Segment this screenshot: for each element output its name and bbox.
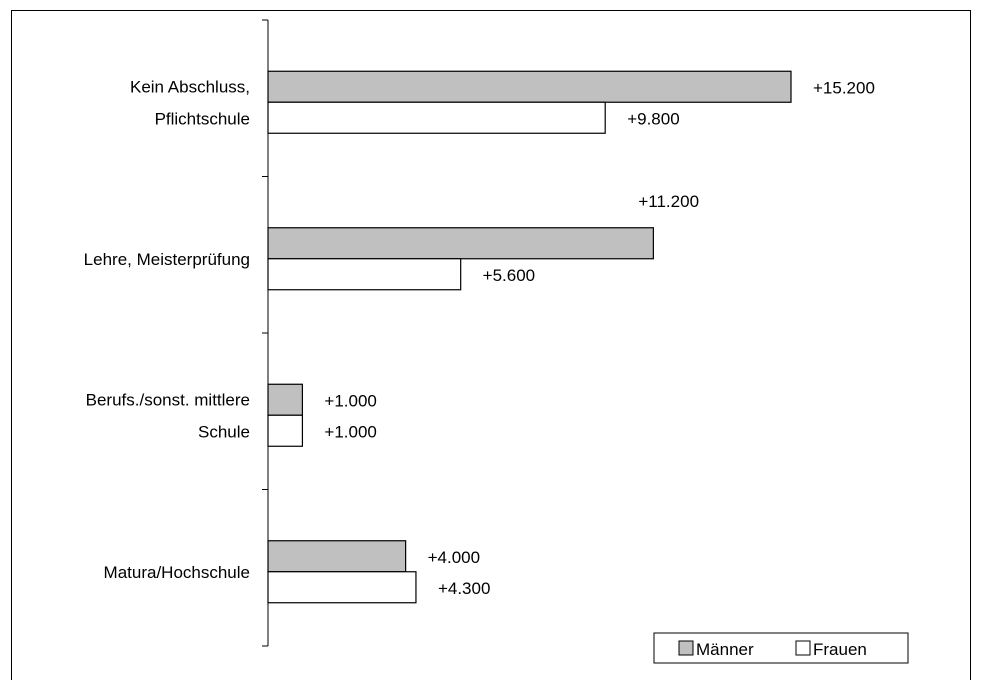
value-label: +11.200	[638, 192, 699, 211]
legend: Männer Frauen	[653, 632, 909, 664]
legend-swatch	[795, 640, 811, 656]
category-labels-group: Kein Abschluss, Pflichtschule Lehre, Meist…	[84, 77, 250, 582]
category-label: Berufs./sonst. mittlere	[86, 390, 250, 409]
legend-swatch	[678, 640, 694, 656]
bar-frauen	[267, 258, 462, 291]
bar-maenner	[267, 383, 304, 416]
legend-label: Frauen	[813, 640, 867, 659]
y-axis-group	[262, 19, 269, 647]
value-label: +9.800	[627, 109, 679, 128]
bar-frauen	[267, 571, 417, 604]
category-label: Kein Abschluss,	[130, 77, 250, 96]
value-label: +1.000	[324, 422, 376, 441]
value-label: +1.000	[324, 391, 376, 410]
value-label: +4.300	[438, 579, 490, 598]
legend-label: Männer	[696, 640, 754, 659]
bar-frauen	[267, 414, 304, 447]
bar-frauen	[267, 101, 606, 134]
category-label: Schule	[198, 422, 250, 441]
bar-maenner	[267, 70, 792, 103]
bars-group	[267, 70, 792, 604]
category-label: Pflichtschule	[155, 109, 250, 128]
value-label: +5.600	[483, 266, 535, 285]
bar-maenner	[267, 227, 654, 260]
bar-maenner	[267, 540, 407, 573]
category-label: Lehre, Meisterprüfung	[84, 250, 250, 269]
value-label: +4.000	[428, 548, 480, 567]
value-labels-group: +15.200 +9.800 +11.200 +5.600 +1.000 +1.000 +4…	[324, 78, 875, 598]
value-label: +15.200	[813, 78, 875, 97]
chart-frame	[11, 10, 971, 680]
legend-box	[653, 632, 909, 664]
category-label: Matura/Hochschule	[104, 563, 250, 582]
